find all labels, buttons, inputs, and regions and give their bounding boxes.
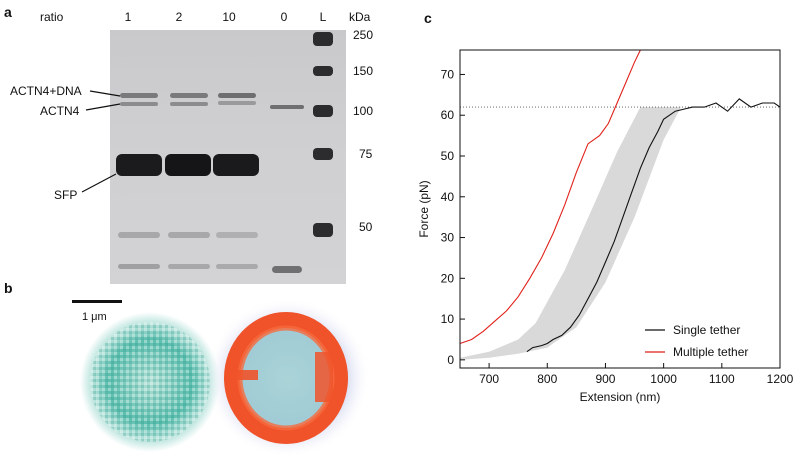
lane-label-2: 2 [175, 10, 183, 24]
y-tick-label-60: 60 [441, 108, 455, 122]
lane-label-ladder: L [319, 10, 327, 24]
sds-page-gel [110, 30, 346, 284]
orange-ring-right-patch [315, 352, 333, 402]
band-faint-lane1 [118, 232, 160, 238]
legend-label-single-tether: Single tether [673, 323, 740, 337]
band-faint-lane2 [168, 232, 210, 238]
y-tick-label-20: 20 [441, 271, 455, 285]
left-particle-texture [90, 322, 210, 442]
panel-letter-c: c [424, 10, 432, 26]
band-bottom-lane3 [216, 264, 258, 269]
ladder-band-100 [313, 105, 333, 117]
ladder-label-250: 250 [353, 28, 374, 42]
x-tick-label-1000: 1000 [650, 372, 677, 386]
lane-label-1: 1 [124, 10, 132, 24]
orange-ring-left-patch [228, 370, 258, 380]
x-axis-label: Extension (nm) [580, 390, 661, 404]
fluorescence-image-svg: 1 μm [72, 298, 370, 458]
legend-label-multiple-tether: Multiple tether [673, 345, 748, 359]
band-sfp-lane1 [116, 154, 162, 176]
lane-label-0: 0 [280, 10, 288, 24]
band-faint-lane3 [216, 232, 258, 238]
band-actn4-lane2 [170, 102, 208, 106]
fluorescence-image: 1 μm [60, 292, 378, 464]
band-bottom-lane1 [118, 264, 160, 269]
y-axis-label: Force (pN) [417, 180, 431, 237]
x-tick-label-800: 800 [537, 372, 557, 386]
x-tick-label-1200: 1200 [767, 372, 794, 386]
band-actn4-lane1 [120, 102, 158, 106]
ladder-label-100: 100 [353, 104, 374, 118]
x-tick-label-700: 700 [479, 372, 499, 386]
band-actn4-dna-lane1 [120, 93, 158, 98]
pointer-actn4-dna [89, 90, 121, 97]
ladder-label-50: 50 [359, 220, 373, 234]
y-tick-label-30: 30 [441, 231, 455, 245]
ladder-band-250 [313, 32, 333, 46]
right-particle-core [228, 320, 348, 436]
ladder-label-150: 150 [353, 64, 374, 78]
x-tick-label-900: 900 [595, 372, 615, 386]
band-actn4-dna-lane3 [218, 93, 256, 98]
band-actn4-lane3 [218, 101, 256, 105]
panel-letter-b: b [4, 280, 13, 296]
ratio-label: ratio [40, 10, 64, 24]
y-tick-label-70: 70 [441, 67, 455, 81]
label-sfp: SFP [54, 188, 78, 202]
scale-bar-label: 1 μm [82, 311, 107, 323]
series-line-multiple-tether [459, 49, 641, 345]
y-tick-label-40: 40 [441, 190, 455, 204]
lane-label-10: 10 [222, 10, 236, 24]
kda-label: kDa [349, 10, 371, 24]
y-tick-label-50: 50 [441, 149, 455, 163]
confidence-band [460, 107, 682, 360]
force-extension-chart: 700 800 900 1000 1100 1200 0 10 20 30 40 50 60 70 Exte… [400, 0, 800, 468]
chart-svg: 700 800 900 1000 1100 1200 0 10 20 30 40 50 60 70 Exte… [417, 49, 794, 404]
pointer-actn4 [85, 103, 121, 111]
label-actn4-dna: ACTN4+DNA [10, 84, 82, 98]
label-actn4: ACTN4 [40, 104, 80, 118]
ladder-band-150 [313, 66, 333, 76]
ladder-label-75: 75 [359, 147, 373, 161]
y-tick-label-0: 0 [447, 353, 454, 367]
band-actn4-dna-lane2 [170, 93, 208, 98]
band-sfp-lane3 [213, 154, 259, 176]
band-actn4-lane4 [270, 105, 304, 109]
ladder-band-75 [313, 148, 333, 160]
band-sfp-lane2 [165, 154, 211, 176]
x-tick-label-1100: 1100 [709, 372, 735, 386]
band-bottom-lane2 [168, 264, 210, 269]
plot-frame [459, 49, 781, 369]
panel-a-pointer-lines [81, 90, 121, 193]
pointer-sfp [81, 173, 117, 193]
panel-letter-a: a [4, 4, 12, 20]
series-line-single-tether [526, 98, 781, 353]
y-tick-label-10: 10 [441, 312, 455, 326]
band-bottom-lane4 [272, 266, 302, 273]
ladder-band-50 [313, 223, 333, 237]
scale-bar [72, 300, 122, 303]
